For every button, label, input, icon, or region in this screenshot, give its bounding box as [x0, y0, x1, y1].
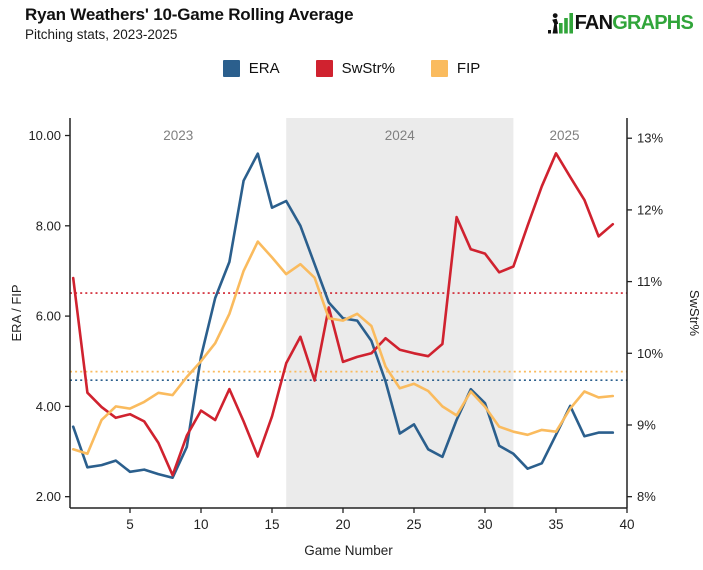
x-axis-title: Game Number — [304, 543, 393, 558]
legend-label: ERA — [248, 60, 280, 77]
left-axis-title: ERA / FIP — [9, 284, 24, 341]
right-tick-label: 10% — [637, 346, 663, 361]
right-tick-label: 8% — [637, 489, 656, 504]
x-tick-label: 40 — [619, 517, 634, 532]
legend-swatch — [222, 60, 240, 77]
era-line — [71, 152, 615, 480]
year-label-2023: 2023 — [163, 128, 193, 143]
legend-label: FIP — [456, 60, 481, 77]
logo-graphs: GRAPHS — [612, 11, 694, 34]
swstr-line — [71, 151, 615, 477]
left-tick-label: 10.00 — [28, 128, 61, 143]
logo-fan: FAN — [574, 11, 613, 34]
left-tick-label: 6.00 — [36, 309, 61, 324]
x-tick-label: 5 — [126, 517, 134, 532]
season-band-2024 — [286, 118, 514, 508]
x-tick-label: 30 — [477, 517, 492, 532]
legend-item-fip: FIP — [430, 60, 481, 77]
page-title: Ryan Weathers' 10-Game Rolling Average — [25, 5, 354, 24]
legend: ERA SwStr% FIP — [0, 60, 703, 77]
right-tick-label: 12% — [637, 202, 663, 217]
x-tick-label: 25 — [406, 517, 421, 532]
left-tick-label: 2.00 — [36, 489, 61, 504]
legend-swatch — [315, 60, 333, 77]
legend-item-swstr: SwStr% — [315, 60, 395, 77]
x-tick-label: 10 — [193, 517, 208, 532]
fangraphs-batter-icon — [547, 13, 573, 34]
page-subtitle: Pitching stats, 2023-2025 — [25, 27, 178, 42]
right-tick-label: 13% — [637, 131, 663, 146]
right-tick-label: 9% — [637, 417, 656, 432]
left-tick-label: 4.00 — [36, 399, 61, 414]
right-axis-title: SwStr% — [687, 290, 702, 337]
legend-item-era: ERA — [222, 60, 280, 77]
fangraphs-logo-text: FANGRAPHS — [574, 11, 694, 34]
year-label-2025: 2025 — [549, 128, 579, 143]
x-tick-label: 20 — [335, 517, 350, 532]
x-tick-label: 15 — [264, 517, 279, 532]
fangraphs-logo: FANGRAPHS — [547, 11, 694, 34]
legend-label: SwStr% — [341, 60, 395, 77]
right-tick-label: 11% — [637, 274, 662, 289]
left-tick-label: 8.00 — [36, 218, 61, 233]
fip-line — [71, 240, 615, 456]
year-label-2024: 2024 — [385, 128, 416, 143]
chart-canvas: 2023 2024 20252.004.006.008.0010.008%9%10%… — [9, 118, 702, 558]
legend-swatch — [430, 60, 448, 77]
x-tick-label: 35 — [548, 517, 563, 532]
